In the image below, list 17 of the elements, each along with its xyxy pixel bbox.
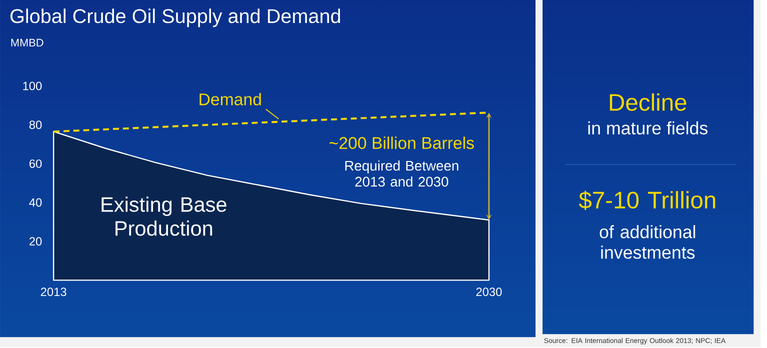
chart-title: Global Crude Oil Supply and Demand [10, 8, 340, 28]
y-tick-label: 60 [30, 160, 42, 168]
annotation: ~200 Billion Barrels [330, 136, 474, 150]
text: $7-10 Trillion [578, 190, 716, 210]
y-tick-label: 100 [23, 82, 42, 90]
y-tick-label: 80 [29, 120, 42, 130]
annotation: Required Between 2013 and 2030 [345, 160, 458, 187]
text: Decline [610, 94, 686, 112]
series-label: Demand [200, 93, 261, 106]
x-tick-label: 2030 [476, 288, 502, 296]
y-tick-label: 20 [29, 237, 42, 246]
y-tick-label: 40 [29, 198, 42, 207]
series-label: Existing Base Production [102, 196, 226, 236]
y-axis-title: MMBD [11, 39, 44, 47]
text: of additional investments [600, 225, 696, 259]
text: in mature fields [588, 122, 708, 135]
x-tick-label: 2013 [40, 288, 66, 296]
